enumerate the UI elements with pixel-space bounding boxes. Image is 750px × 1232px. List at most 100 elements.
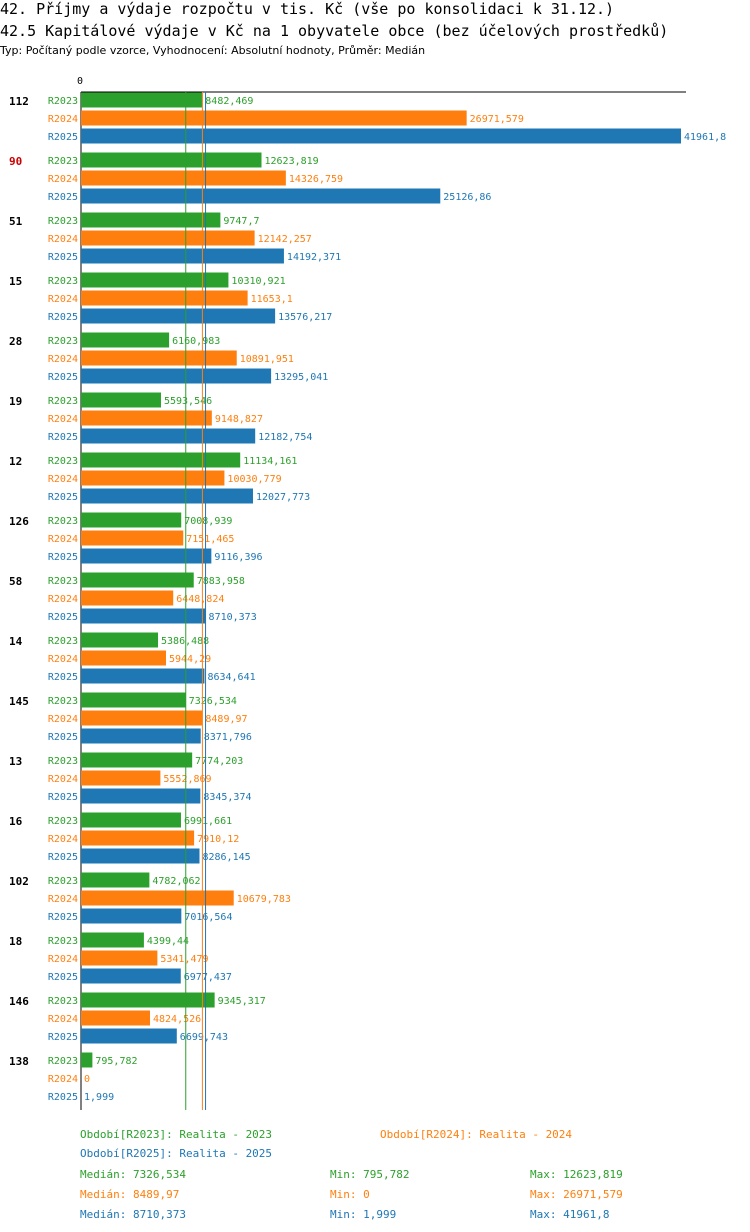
bar [81, 308, 276, 324]
data-label: 7326,534 [189, 696, 237, 707]
bar [81, 992, 215, 1008]
series-label: R2024 [48, 1014, 78, 1025]
series-label: R2023 [48, 696, 78, 707]
data-label: 11653,1 [251, 294, 293, 305]
bar [81, 668, 205, 684]
data-label: 14326,759 [289, 174, 343, 185]
category-label: 16 [9, 815, 23, 828]
data-label: 6448,824 [176, 594, 224, 605]
stat-min-r2025: Min: 1,999 [330, 1208, 397, 1221]
series-label: R2025 [48, 792, 78, 803]
series-label: R2024 [48, 114, 78, 125]
bar [81, 590, 174, 606]
data-label: 8345,374 [203, 792, 251, 803]
legend-r2024: Období[R2024]: Realita - 2024 [380, 1128, 573, 1141]
data-label: 14192,371 [287, 252, 341, 263]
category-label: 58 [9, 575, 22, 588]
data-label: 7774,203 [195, 756, 243, 767]
data-label: 4399,44 [147, 936, 189, 947]
series-label: R2023 [48, 336, 78, 347]
data-label: 5552,869 [163, 774, 211, 785]
data-label: 10030,779 [227, 474, 281, 485]
data-label: 8286,145 [202, 852, 250, 863]
data-label: 26971,579 [470, 114, 524, 125]
bar [81, 890, 234, 906]
data-label: 7910,12 [197, 834, 239, 845]
category-label: 126 [9, 515, 29, 528]
category-label: 138 [9, 1055, 29, 1068]
data-label: 1,999 [84, 1092, 114, 1103]
stat-max-r2025: Max: 41961,8 [530, 1208, 610, 1221]
series-label: R2024 [48, 834, 78, 845]
series-label: R2024 [48, 534, 78, 545]
series-label: R2023 [48, 1056, 78, 1067]
bar [81, 692, 186, 708]
bar-chart: 0 112 R2023 8482,469 R2024 26971,579 R2025 4196… [9, 76, 726, 1110]
category-label: 28 [9, 335, 22, 348]
data-label: 11134,161 [243, 456, 297, 467]
data-label: 13576,217 [278, 312, 332, 323]
series-label: R2025 [48, 552, 78, 563]
bar [81, 608, 206, 624]
data-label: 5593,546 [164, 396, 212, 407]
legend-r2023: Období[R2023]: Realita - 2023 [80, 1128, 273, 1141]
series-label: R2024 [48, 594, 78, 605]
series-label: R2025 [48, 672, 78, 683]
data-label: 13295,041 [274, 372, 328, 383]
data-label: 9747,7 [223, 216, 259, 227]
data-label: 7151,465 [186, 534, 234, 545]
bar [81, 632, 159, 648]
bar [81, 392, 161, 408]
bar [81, 1010, 150, 1026]
bar [81, 728, 201, 744]
category-label: 14 [9, 635, 23, 648]
series-label: R2024 [48, 354, 78, 365]
series-label: R2025 [48, 132, 78, 143]
bar [81, 770, 161, 786]
series-label: R2025 [48, 612, 78, 623]
bar [81, 92, 203, 108]
stat-max-r2024: Max: 26971,579 [530, 1188, 623, 1201]
bar [81, 950, 158, 966]
data-label: 10679,783 [237, 894, 291, 905]
category-label: 112 [9, 95, 29, 108]
bar [81, 710, 203, 726]
bar [81, 548, 212, 564]
series-label: R2024 [48, 774, 78, 785]
bar [81, 488, 253, 504]
bar [81, 332, 170, 348]
data-label: 5341,479 [160, 954, 208, 965]
data-label: 10310,921 [231, 276, 285, 287]
series-label: R2023 [48, 756, 78, 767]
data-label: 9345,317 [218, 996, 266, 1007]
bar [81, 272, 229, 288]
bar [81, 410, 212, 426]
data-label: 12142,257 [258, 234, 312, 245]
series-label: R2025 [48, 432, 78, 443]
chart-type-line: Typ: Počítaný podle vzorce, Vyhodnocení:… [0, 44, 426, 57]
series-label: R2025 [48, 372, 78, 383]
series-label: R2025 [48, 1092, 78, 1103]
series-label: R2023 [48, 96, 78, 107]
category-label: 146 [9, 995, 29, 1008]
data-label: 7883,958 [197, 576, 245, 587]
data-label: 4782,062 [152, 876, 200, 887]
stat-min-r2023: Min: 795,782 [330, 1168, 410, 1181]
chart-title: 42. Příjmy a výdaje rozpočtu v tis. Kč (… [0, 0, 615, 18]
bar [81, 152, 262, 168]
data-label: 10891,951 [240, 354, 294, 365]
bar [81, 350, 237, 366]
series-label: R2023 [48, 456, 78, 467]
data-label: 6160,983 [172, 336, 220, 347]
bar [81, 170, 286, 186]
bar [81, 788, 201, 804]
data-label: 8489,97 [205, 714, 247, 725]
data-label: 7016,564 [184, 912, 232, 923]
bar [81, 110, 467, 126]
series-label: R2025 [48, 192, 78, 203]
series-label: R2025 [48, 312, 78, 323]
legend-r2025: Období[R2025]: Realita - 2025 [80, 1147, 273, 1160]
data-label: 0 [84, 1074, 90, 1085]
bar [81, 128, 681, 144]
bar [81, 1028, 177, 1044]
